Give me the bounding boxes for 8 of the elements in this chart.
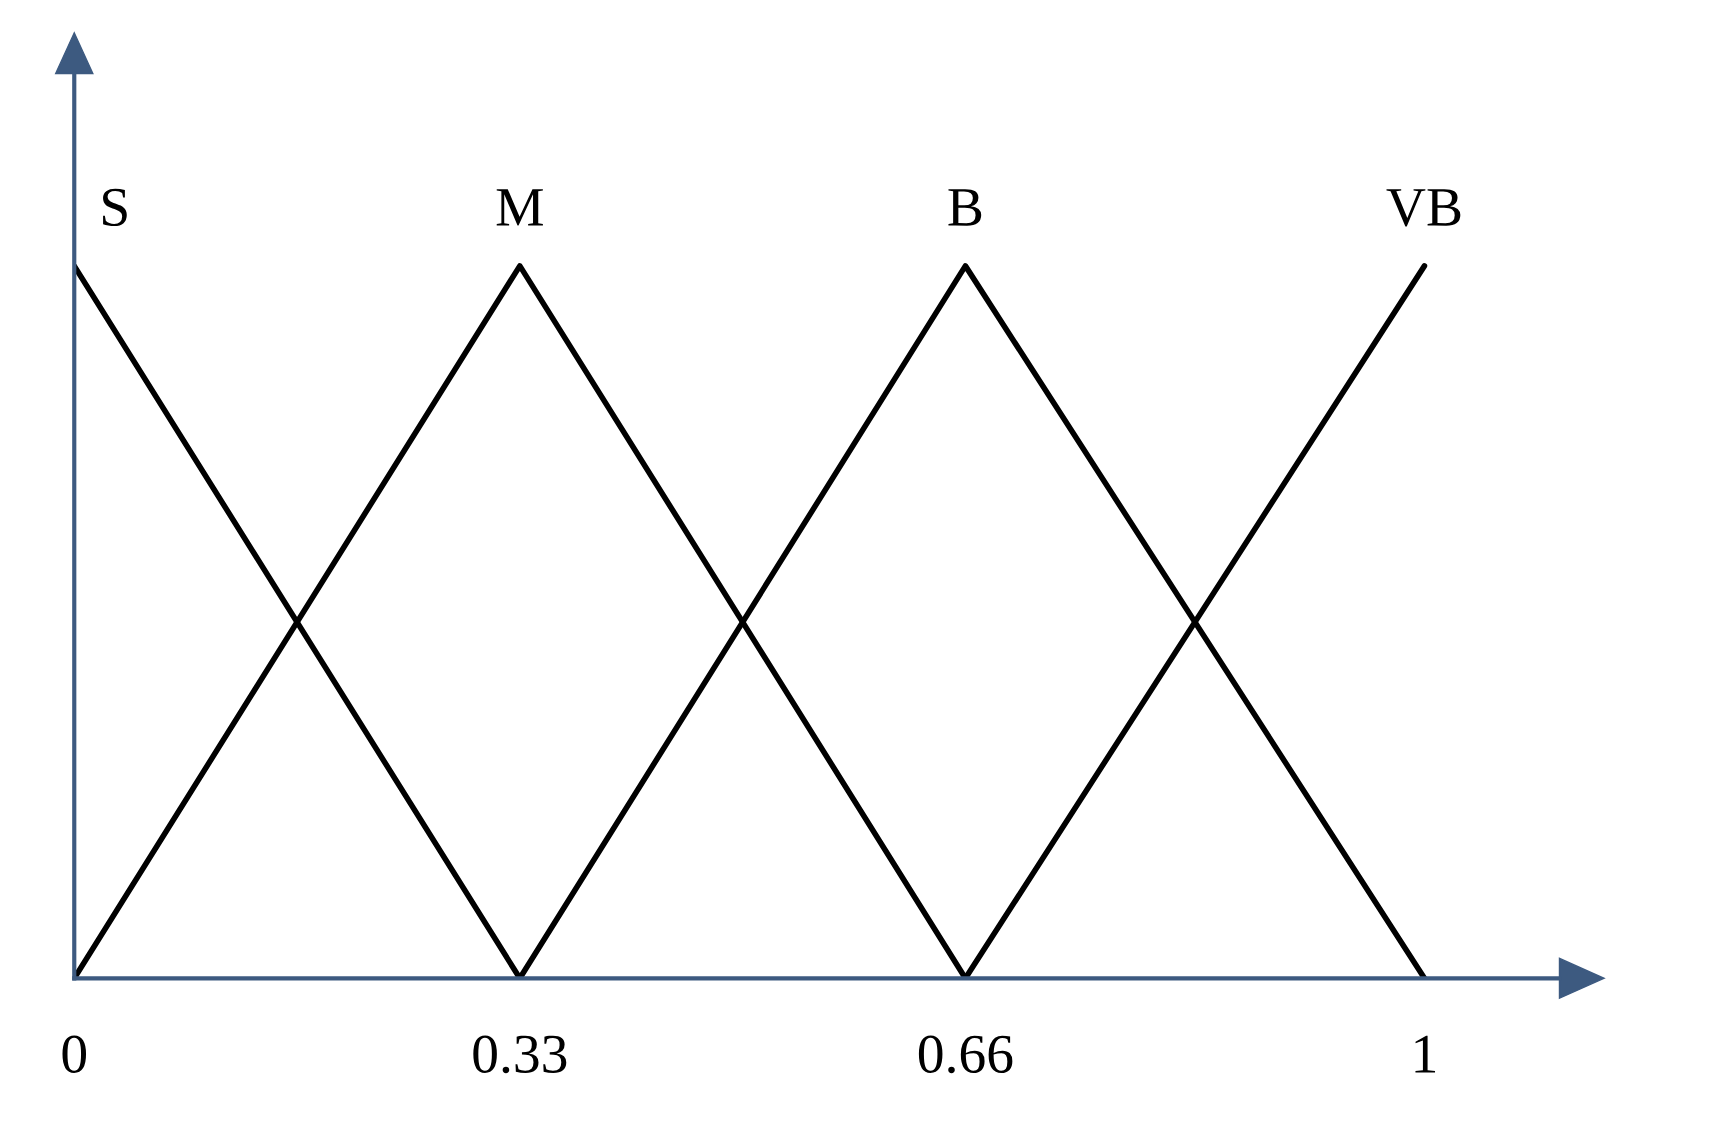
series-label: B (948, 189, 982, 226)
series-label: M (496, 189, 543, 226)
series-label: VB (1386, 189, 1461, 227)
x-tick-label: 0.66 (918, 1035, 1013, 1074)
x-tick-label: 0.33 (473, 1035, 567, 1074)
series-label: S (103, 188, 127, 227)
x-tick-label: 0 (62, 1035, 87, 1073)
x-tick-label: 1 (1415, 1035, 1436, 1073)
